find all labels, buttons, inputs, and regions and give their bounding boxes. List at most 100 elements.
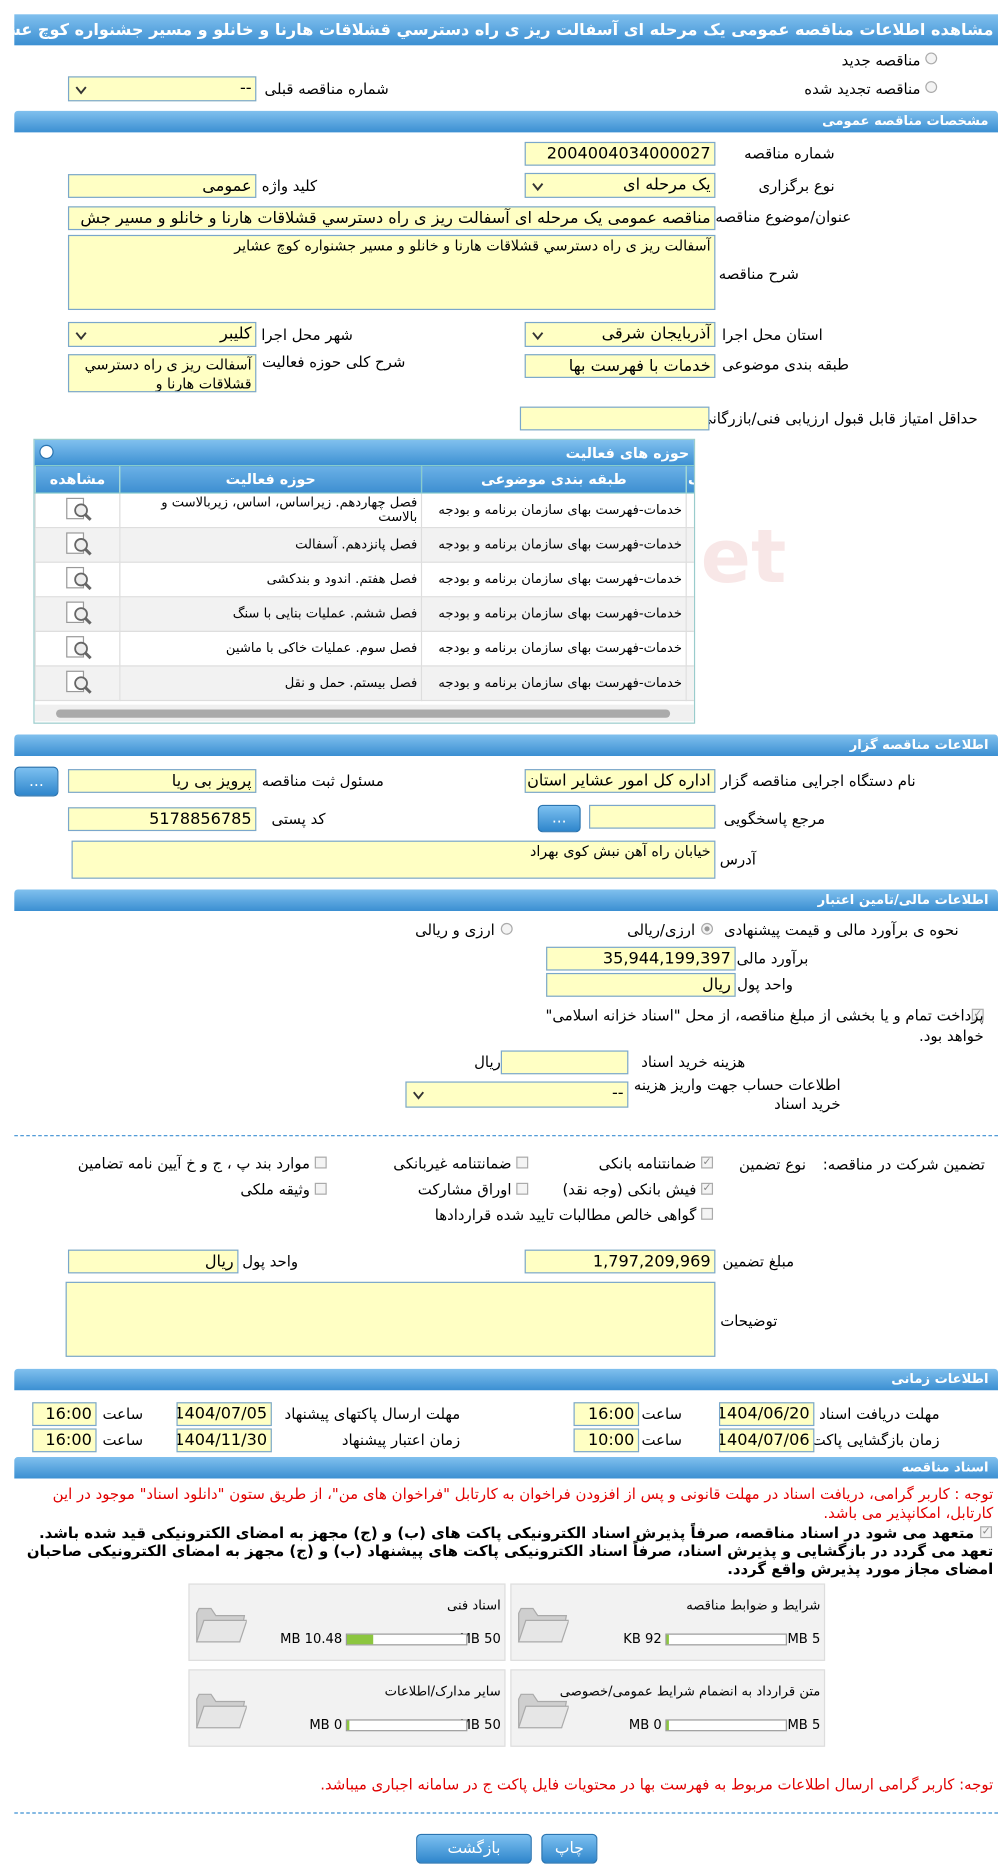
table-cell: 1 [685,492,694,529]
table-row: 2خدمات-فهرست بهای سازمان برنامه و بودجهف… [34,527,694,563]
select-field[interactable]: یک مرحله ای [524,172,716,198]
textarea-field[interactable]: آسفالت ریز ی راه دسترسي قشلاقات هارنا و [67,354,257,393]
input-field[interactable] [519,406,710,431]
input-field[interactable]: 1404/06/20 [718,1402,815,1427]
table-cell: خدمات-فهرست بهای سازمان برنامه و بودجه [420,561,687,598]
radio[interactable] [701,922,714,935]
input-field[interactable]: 1404/07/05 [176,1402,272,1427]
field-label: حداقل امتیاز قابل قبول ارزیابی فنی/بازرگ… [700,408,978,427]
back-button[interactable]: بازگشت [416,1833,532,1864]
input-field[interactable]: 1404/07/06 [718,1428,815,1453]
textarea-field[interactable] [65,1281,716,1357]
separator [14,1135,998,1137]
field-label: واحد پول [737,975,793,994]
view-icon[interactable] [63,668,92,694]
checkbox[interactable]: ✓ [701,1156,714,1169]
select-field[interactable]: کلیبر [67,321,257,347]
table-cell: خدمات-فهرست بهای سازمان برنامه و بودجه [420,527,687,563]
select-field[interactable]: -- [67,76,257,102]
collapse-icon[interactable] [39,444,54,460]
field-label: هزینه خرید اسناد [641,1052,746,1071]
more-button[interactable]: ... [537,804,581,833]
radio[interactable] [500,922,513,935]
more-button[interactable]: ... [14,766,59,797]
input-field[interactable]: خدمات با فهرست بها [524,354,716,378]
checkbox[interactable] [701,1207,714,1220]
input-field[interactable]: ریال [546,972,736,997]
checkbox[interactable]: ✓ [701,1182,714,1195]
table-row: 4خدمات-فهرست بهای سازمان برنامه و بودجهف… [34,596,694,632]
field-label: نحوه ی برآورد مالی و قیمت پیشنهادی [724,920,959,939]
table-cell: فصل بیستم. حمل و نقل [119,665,423,702]
input-field[interactable]: 16:00 [32,1402,97,1427]
input-field[interactable]: اداره کل امور عشایر استان [524,769,716,793]
folder-icon [517,1607,569,1643]
field-label: موارد بند پ ، ج و خ آیین نامه تضامین [77,1154,311,1173]
input-field[interactable] [500,1050,629,1075]
input-field[interactable]: مناقصه عمومی یک مرحله ای آسفالت ریز ی را… [67,206,716,231]
input-field[interactable] [589,804,716,829]
input-field[interactable]: 1,797,209,969 [524,1249,716,1274]
field-label: ساعت [641,1430,683,1449]
view-cell [34,630,121,667]
textarea-field[interactable]: آسفالت ريز ی راه دسترسي قشلاقات هارنا و … [67,234,716,311]
radio[interactable] [925,81,938,94]
checkbox[interactable]: ✓ [980,1526,993,1539]
input-field[interactable]: 1404/11/30 [176,1428,272,1453]
textarea-field[interactable]: خیابان راه آهن نبش کوی بهراد [71,840,716,879]
view-icon[interactable] [63,565,92,591]
input-field[interactable]: ریال [67,1249,239,1274]
section-bar: اطلاعات زمانی [14,1368,998,1391]
field-label: اطلاعات حساب جهت واریز هزینه خرید اسناد [633,1075,841,1113]
table-cell: 3 [685,561,694,598]
checkbox[interactable] [314,1156,327,1169]
input-field[interactable]: 16:00 [573,1402,640,1427]
input-field[interactable]: عمومی [67,174,257,198]
radio[interactable] [925,52,938,65]
checkbox[interactable] [516,1156,529,1169]
field-label: مرجع پاسخگویی [723,809,826,828]
input-field[interactable]: 16:00 [32,1428,97,1453]
view-icon[interactable] [63,530,92,556]
title-bar: مشاهده اطلاعات مناقصه عمومی یک مرحله ای … [14,14,998,46]
field-label: ارزی/ریالی [627,920,696,939]
print-button[interactable]: چاپ [541,1833,598,1864]
field-label: برآورد مالی [736,949,809,967]
field-label: فیش بانکی (وجه نقد) [562,1180,697,1199]
section-bar: اطلاعات مناقصه گزار [14,734,998,756]
input-field[interactable]: 5178856785 [67,807,257,832]
view-icon[interactable] [63,634,92,660]
progress-fill [346,1720,350,1731]
view-icon[interactable] [63,599,92,625]
field-label: مبلغ تضمین [722,1251,795,1270]
view-cell [34,492,121,529]
input-field[interactable]: 2004004034000027 [524,141,716,166]
field-label: ساعت [102,1404,144,1423]
field-label: نوع برگزاری [758,176,835,195]
input-field[interactable]: پرویز بی ریا [67,769,257,793]
view-cell [34,527,121,563]
checkbox[interactable] [314,1182,327,1195]
field-label: شرایط و ضوابط مناقصه [686,1597,821,1614]
input-field[interactable]: 10:00 [573,1428,640,1453]
field-label: عنوان/موضوع مناقصه [715,207,852,226]
field-label: ارزی و ریالی [415,920,495,939]
field-label: شماره مناقصه [744,144,835,163]
field-label: اوراق مشارکت [417,1180,512,1199]
checkbox[interactable]: ✓ [971,1008,984,1021]
field-label: 0 MB [628,1716,662,1733]
field-label: ضمانتنامه بانکی [598,1154,697,1173]
progress-bar [665,1719,787,1732]
select-field[interactable]: آذربایجان شرقی [524,321,716,347]
field-label: کلید واژه [261,176,318,195]
checkbox[interactable] [516,1182,529,1195]
scroll-thumb[interactable] [56,709,671,718]
table-cell: فصل ششم. عملیات بنایی با سنگ [119,596,423,632]
field-label: زمان بازگشایی پاکت ها [794,1430,940,1449]
view-icon[interactable] [63,495,92,521]
input-field[interactable]: 35,944,199,397 [546,946,736,971]
select-field[interactable]: -- [405,1081,629,1108]
